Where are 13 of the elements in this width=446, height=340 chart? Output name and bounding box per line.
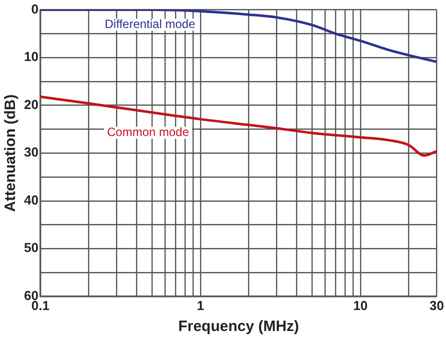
series-label: Differential mode [104, 17, 196, 32]
series-label: Common mode [106, 125, 190, 140]
x-tick-label: 10 [353, 298, 368, 313]
x-tick-label: 30 [430, 298, 444, 313]
y-tick-label: 30 [24, 144, 38, 160]
x-tick-label: 1 [196, 298, 204, 313]
y-axis-title: Attenuation (dB) [2, 94, 20, 212]
y-tick-label: 0 [31, 1, 38, 16]
y-tick-label: 10 [24, 49, 38, 64]
y-tick-label: 20 [24, 96, 38, 112]
y-tick-label: 40 [24, 192, 38, 208]
x-axis-title: Frequency (MHz) [178, 318, 300, 336]
y-tick-label: 50 [24, 240, 38, 256]
